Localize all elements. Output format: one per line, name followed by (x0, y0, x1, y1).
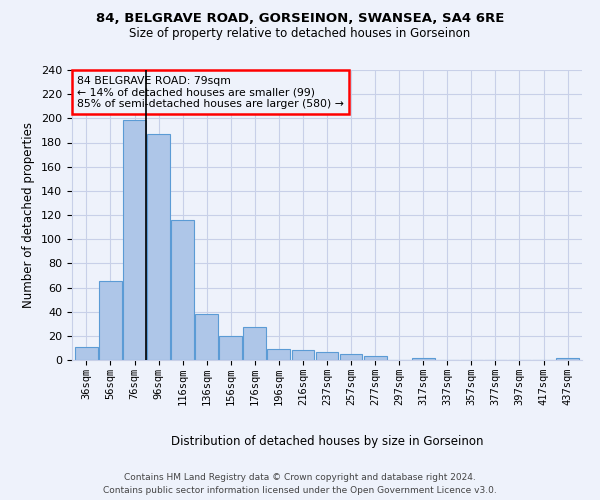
Text: 84 BELGRAVE ROAD: 79sqm
← 14% of detached houses are smaller (99)
85% of semi-de: 84 BELGRAVE ROAD: 79sqm ← 14% of detache… (77, 76, 344, 109)
Bar (171, 220, 194, 360)
Bar (340, 354, 362, 360)
Y-axis label: Number of detached properties: Number of detached properties (22, 122, 35, 308)
Text: Contains public sector information licensed under the Open Government Licence v3: Contains public sector information licen… (103, 486, 497, 495)
Bar (364, 356, 386, 360)
Bar (412, 358, 434, 360)
Text: Size of property relative to detached houses in Gorseinon: Size of property relative to detached ho… (130, 28, 470, 40)
Bar (75, 346, 98, 360)
Bar (292, 350, 314, 360)
Bar (195, 314, 218, 360)
Text: Distribution of detached houses by size in Gorseinon: Distribution of detached houses by size … (171, 435, 483, 448)
Bar (268, 349, 290, 360)
Bar (220, 336, 242, 360)
Text: 84, BELGRAVE ROAD, GORSEINON, SWANSEA, SA4 6RE: 84, BELGRAVE ROAD, GORSEINON, SWANSEA, S… (96, 12, 504, 26)
Bar (316, 352, 338, 360)
Bar (123, 120, 146, 360)
Bar (244, 328, 266, 360)
Bar (556, 358, 579, 360)
Bar (147, 134, 170, 360)
Text: Contains HM Land Registry data © Crown copyright and database right 2024.: Contains HM Land Registry data © Crown c… (124, 472, 476, 482)
Bar (99, 282, 122, 360)
